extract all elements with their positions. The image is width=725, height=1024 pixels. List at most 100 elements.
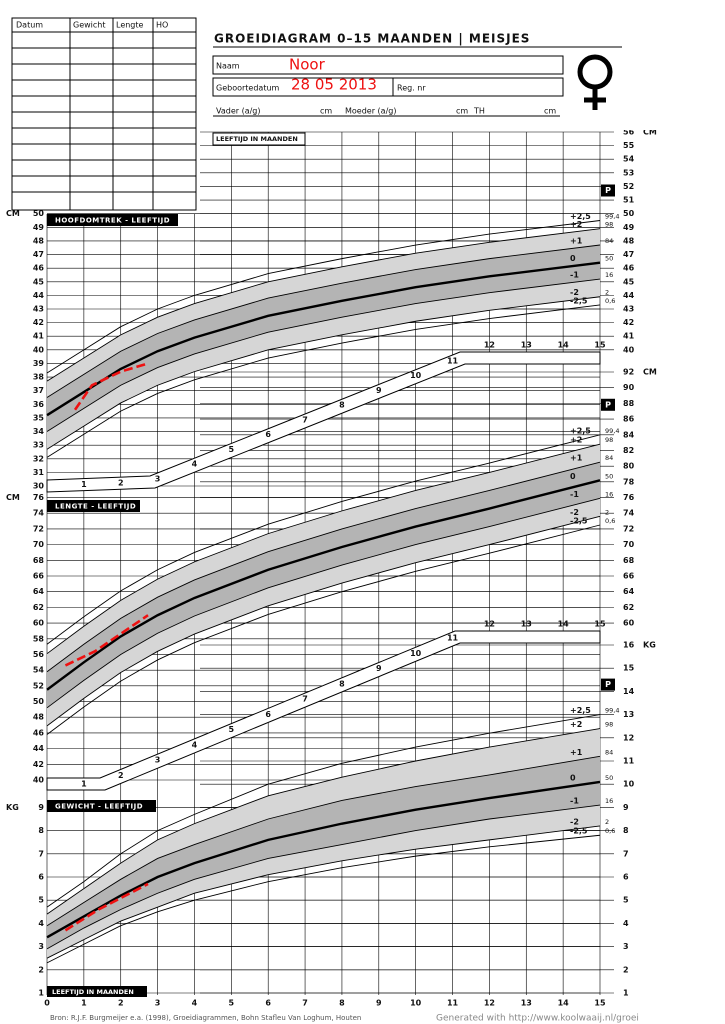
percentile-label: 16	[605, 271, 613, 279]
age-strip-label: 12	[484, 620, 495, 629]
percentile-header: P	[605, 680, 611, 689]
title: GROEIDIAGRAM 0–15 MAANDEN | MEISJES	[214, 32, 530, 46]
y-tick-label-right: 80	[623, 462, 635, 471]
x-axis-label: LEEFTIJD IN MAANDEN	[216, 135, 298, 143]
panel-title: HOOFDOMTREK - LEEFTIJD	[55, 217, 170, 225]
x-tick-label: 9	[376, 999, 382, 1008]
y-tick-label: 48	[33, 713, 45, 722]
age-strip-label: 13	[521, 620, 532, 629]
percentile-curve	[46, 278, 601, 432]
percentile-header-box	[601, 184, 615, 197]
y-tick-label-right: 84	[623, 430, 635, 439]
y-tick-label-right: 66	[623, 572, 635, 581]
percentile-curve	[46, 714, 601, 908]
percentile-header-box	[601, 398, 615, 411]
age-strip-label: 1	[81, 780, 87, 789]
y-tick-label: 33	[33, 441, 44, 450]
percentile-curve	[46, 296, 601, 450]
y-tick-label-right: 82	[623, 446, 634, 455]
y-tick-label: 50	[33, 697, 45, 706]
y-unit: CM	[643, 128, 657, 137]
y-tick-label-right: 11	[623, 757, 635, 766]
y-tick-label-right: 70	[623, 540, 635, 549]
x-tick-label: 2	[118, 999, 124, 1008]
x-tick-label: 8	[339, 999, 345, 1008]
measurement-line	[73, 362, 149, 411]
y-tick-label-right: 52	[623, 182, 634, 191]
y-tick-label-right: 10	[623, 780, 635, 789]
age-strip-label: 3	[155, 474, 161, 483]
y-tick-label: 49	[33, 223, 45, 232]
y-tick-label: 60	[33, 619, 45, 628]
y-tick-label: 37	[33, 386, 44, 395]
x-tick-label: 6	[265, 999, 271, 1008]
percentile-label: 99,4	[605, 213, 619, 221]
y-tick-label-right: 1	[623, 989, 629, 998]
y-tick-label: 4	[38, 919, 44, 928]
y-tick-label-right: 40	[623, 345, 635, 354]
age-strip-label: 11	[447, 356, 459, 365]
age-strip-label: 3	[155, 756, 161, 765]
y-tick-label-right: 13	[623, 710, 634, 719]
percentile-label: 2	[605, 508, 609, 516]
y-tick-label: 64	[33, 587, 45, 596]
percentile-label: 99,4	[605, 427, 619, 435]
y-tick-label-right: 51	[623, 196, 635, 205]
y-tick-label-right: 86	[623, 415, 635, 424]
y-tick-label: 52	[33, 681, 44, 690]
y-tick-label-right: 5	[623, 896, 629, 905]
y-tick-label-right: 43	[623, 305, 634, 314]
y-tick-label: 54	[33, 666, 45, 675]
age-strip-label: 15	[594, 341, 606, 350]
y-tick-label: 47	[33, 250, 44, 259]
column-header: Gewicht	[73, 21, 106, 30]
percentile-label: 84	[605, 237, 613, 245]
y-tick-label-right: 74	[623, 509, 635, 518]
percentile-curve	[46, 728, 601, 915]
field-label: Vader (a/g)	[216, 107, 261, 116]
sd-label: +2	[570, 220, 582, 229]
y-tick-label-right: 49	[623, 223, 635, 232]
x-tick-label: 12	[484, 999, 495, 1008]
y-tick-label: 1	[38, 989, 44, 998]
y-tick-label: 31	[33, 468, 45, 477]
source: Bron: R.J.F. Burgmeijer e.a. (1998), Gro…	[50, 1014, 361, 1022]
measurement-table	[11, 17, 197, 211]
y-tick-label-right: 42	[623, 318, 634, 327]
y-tick-label: 38	[33, 373, 45, 382]
percentile-curve	[46, 834, 601, 964]
y-tick-label-right: 3	[623, 942, 629, 951]
y-tick-label: 30	[33, 482, 45, 491]
percentile-curve	[46, 497, 601, 709]
y-tick-label-right: 46	[623, 264, 635, 273]
y-tick-label: 40	[33, 345, 45, 354]
y-tick-label: 36	[33, 400, 45, 409]
panel-label-box	[47, 500, 140, 512]
y-tick-label-right: 15	[623, 664, 635, 673]
percentile-label: 98	[605, 721, 613, 729]
percentile-label: 50	[605, 472, 613, 480]
x-tick-label: 13	[521, 999, 532, 1008]
percentile-curve	[46, 524, 601, 735]
sd-label: -1	[570, 490, 579, 499]
x-tick-label: 5	[229, 999, 235, 1008]
y-tick-label-right: 16	[623, 641, 635, 650]
sd-label: -1	[570, 797, 579, 806]
table-lines	[12, 18, 196, 210]
percentile-curve	[46, 220, 601, 374]
birth-value: 28 05 2013	[291, 76, 377, 94]
age-strip-label: 7	[302, 695, 308, 704]
y-tick-label: 32	[33, 454, 44, 463]
age-strip-label: 2	[118, 479, 124, 488]
unit: cm	[544, 107, 556, 116]
y-tick-label-right: 2	[623, 965, 629, 974]
age-strip-label: 14	[558, 341, 570, 350]
curves	[46, 220, 601, 964]
sd-label: +2	[570, 436, 582, 445]
y-tick-label: 74	[33, 509, 45, 518]
y-tick-label-right: 56	[623, 128, 635, 137]
y-tick-label: 43	[33, 305, 44, 314]
sd-label: -1	[570, 271, 579, 280]
y-unit: CM	[6, 209, 20, 218]
